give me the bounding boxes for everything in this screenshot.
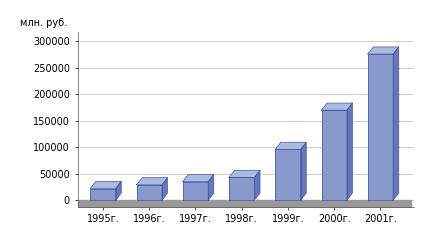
Polygon shape xyxy=(321,110,346,200)
Polygon shape xyxy=(275,149,300,200)
Polygon shape xyxy=(254,170,259,200)
Polygon shape xyxy=(300,142,306,200)
Polygon shape xyxy=(182,174,213,182)
Polygon shape xyxy=(136,185,162,200)
Polygon shape xyxy=(346,103,352,200)
Polygon shape xyxy=(162,178,167,200)
Text: млн. руб.: млн. руб. xyxy=(20,18,68,28)
Polygon shape xyxy=(275,142,306,149)
Polygon shape xyxy=(367,47,398,54)
Polygon shape xyxy=(367,54,392,200)
Polygon shape xyxy=(90,182,121,189)
Polygon shape xyxy=(208,174,213,200)
Polygon shape xyxy=(321,103,352,110)
Polygon shape xyxy=(182,182,208,200)
Polygon shape xyxy=(228,177,254,200)
Polygon shape xyxy=(90,189,116,200)
Polygon shape xyxy=(116,182,121,200)
Polygon shape xyxy=(392,47,398,200)
Polygon shape xyxy=(228,170,259,177)
Polygon shape xyxy=(136,178,167,185)
